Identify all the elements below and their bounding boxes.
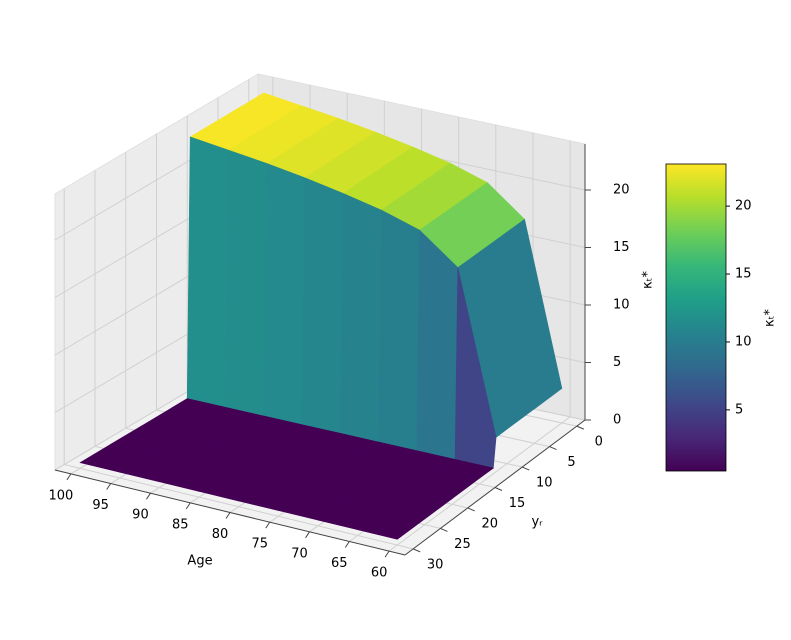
y-tick-label: 5 [567, 455, 575, 470]
tick-mark [344, 541, 350, 548]
z-tick-label: 20 [613, 183, 630, 198]
x-tick-label: 90 [132, 508, 149, 523]
colorbar-tick-label: 20 [735, 199, 752, 214]
surface-patch [186, 136, 229, 408]
x-tick-label: 65 [331, 556, 348, 571]
tick-mark [106, 483, 112, 490]
tick-mark [384, 550, 390, 558]
colorbar [665, 163, 727, 472]
surface-patch [356, 509, 426, 540]
colorbar-tick-label: 5 [735, 402, 743, 417]
surface-patch [263, 162, 306, 426]
z-axis-label: κₜ* [641, 271, 656, 289]
grid-line [64, 464, 414, 550]
tick-mark [494, 487, 503, 491]
y-tick-label: 0 [595, 435, 603, 450]
x-tick-label: 60 [371, 566, 388, 581]
y-tick-label: 20 [481, 516, 498, 531]
tick-mark [185, 502, 191, 510]
tick-mark [549, 446, 557, 451]
tick-mark [305, 531, 310, 539]
surface-patch [225, 149, 268, 417]
surface-patch [339, 192, 382, 443]
tick-mark [66, 473, 72, 481]
tick-mark [412, 548, 421, 553]
colorbar-tick-label: 10 [735, 334, 752, 349]
x-tick-label: 70 [291, 546, 308, 561]
colorbar-tick-label: 15 [735, 267, 752, 282]
y-tick-label: 30 [427, 557, 444, 572]
x-tick-label: 95 [92, 498, 109, 513]
z-tick-label: 10 [613, 298, 630, 313]
y-tick-label: 25 [454, 537, 471, 552]
y-axis-label: yᵣ [531, 515, 543, 530]
tick-mark [225, 512, 231, 519]
axis-line [54, 469, 406, 556]
tick-mark [576, 425, 585, 430]
surface-patch [416, 229, 459, 460]
surface-patch [301, 177, 344, 434]
x-axis-label: Age [187, 554, 212, 569]
colorbar-label: κₜ* [763, 309, 778, 327]
z-tick-label: 15 [613, 240, 630, 255]
tick-mark [146, 492, 151, 500]
tick-mark [440, 527, 448, 532]
tick-mark [467, 507, 475, 512]
x-tick-label: 75 [251, 537, 268, 552]
z-tick-label: 0 [613, 413, 621, 428]
surface-patch [378, 209, 420, 452]
z-tick-label: 5 [613, 355, 621, 370]
axis-line [404, 419, 586, 556]
y-tick-label: 15 [509, 496, 526, 511]
y-tick-label: 10 [536, 476, 553, 491]
tick-mark [265, 521, 271, 529]
tick-mark [522, 466, 530, 471]
x-tick-label: 85 [172, 517, 189, 532]
x-tick-label: 80 [212, 527, 229, 542]
x-tick-label: 100 [48, 488, 73, 503]
